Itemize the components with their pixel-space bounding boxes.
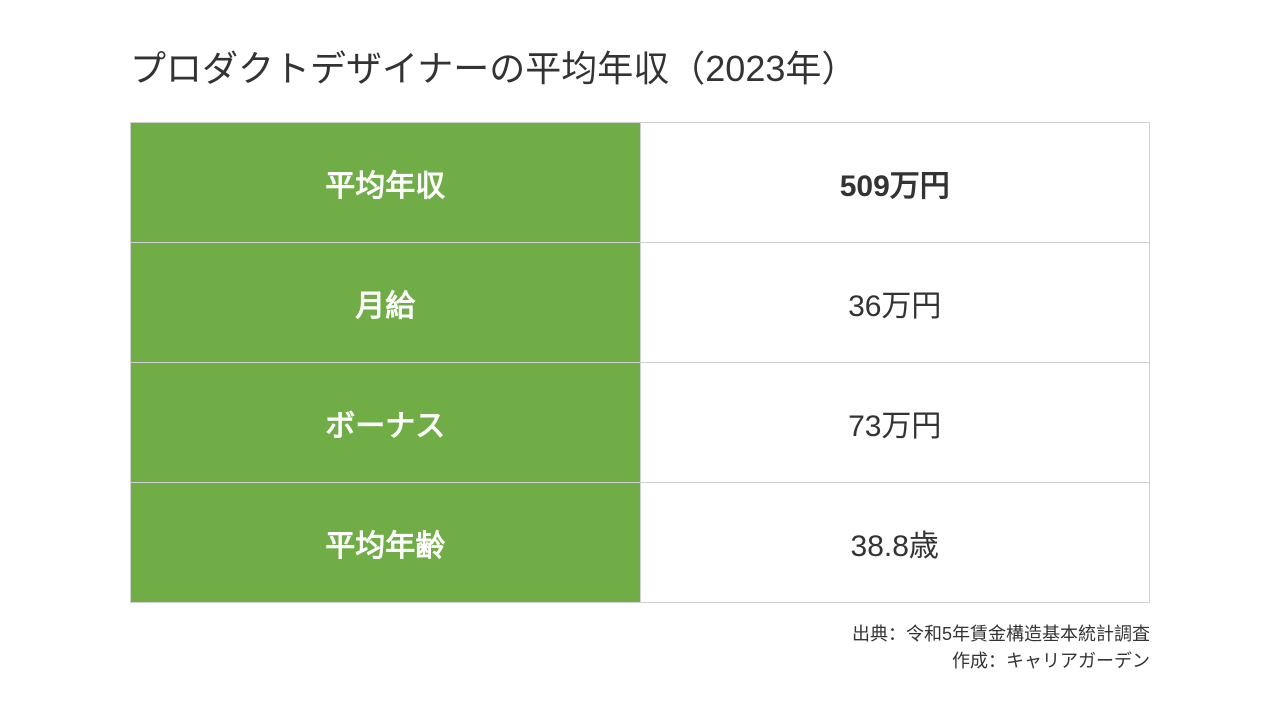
row-label: 平均年齢	[131, 483, 641, 603]
row-value: 36万円	[640, 243, 1150, 363]
table-row: 平均年齢 38.8歳	[131, 483, 1150, 603]
source-text: 出典：令和5年賃金構造基本統計調査	[130, 621, 1150, 648]
row-label: ボーナス	[131, 363, 641, 483]
salary-table: 平均年収 509万円 月給 36万円 ボーナス 73万円 平均年齢 38.8歳	[130, 122, 1150, 603]
table-row: ボーナス 73万円	[131, 363, 1150, 483]
row-label: 月給	[131, 243, 641, 363]
table-row: 月給 36万円	[131, 243, 1150, 363]
row-label: 平均年収	[131, 123, 641, 243]
row-value: 73万円	[640, 363, 1150, 483]
row-value: 38.8歳	[640, 483, 1150, 603]
table-row: 平均年収 509万円	[131, 123, 1150, 243]
footer: 出典：令和5年賃金構造基本統計調査 作成：キャリアガーデン	[130, 621, 1150, 675]
author-text: 作成：キャリアガーデン	[130, 648, 1150, 675]
row-value: 509万円	[640, 123, 1150, 243]
page-title: プロダクトデザイナーの平均年収（2023年）	[130, 40, 1150, 92]
